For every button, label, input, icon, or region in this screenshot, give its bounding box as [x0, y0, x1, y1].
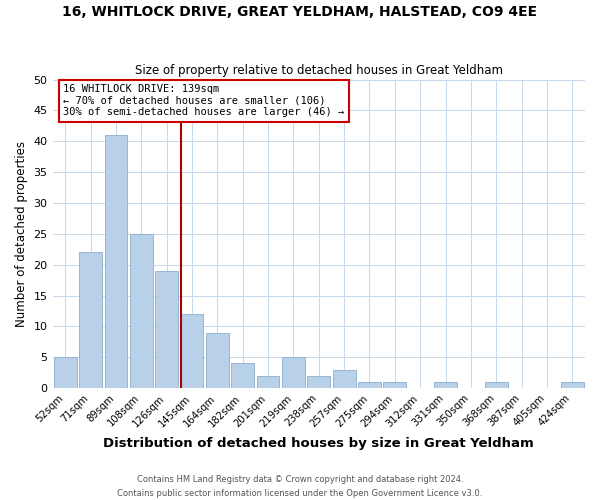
Text: Contains HM Land Registry data © Crown copyright and database right 2024.
Contai: Contains HM Land Registry data © Crown c… [118, 476, 482, 498]
Bar [181, 314, 203, 388]
Bar [282, 358, 305, 388]
Y-axis label: Number of detached properties: Number of detached properties [15, 141, 28, 327]
Text: 16 WHITLOCK DRIVE: 139sqm
← 70% of detached houses are smaller (106)
30% of semi: 16 WHITLOCK DRIVE: 139sqm ← 70% of detac… [63, 84, 344, 117]
Bar [54, 358, 77, 388]
Bar [307, 376, 330, 388]
Bar [383, 382, 406, 388]
Bar [257, 376, 280, 388]
Bar [155, 271, 178, 388]
Bar [434, 382, 457, 388]
Bar [561, 382, 584, 388]
Text: 16, WHITLOCK DRIVE, GREAT YELDHAM, HALSTEAD, CO9 4EE: 16, WHITLOCK DRIVE, GREAT YELDHAM, HALST… [62, 5, 538, 19]
Bar [333, 370, 356, 388]
Bar [104, 135, 127, 388]
Title: Size of property relative to detached houses in Great Yeldham: Size of property relative to detached ho… [135, 64, 503, 77]
Bar [130, 234, 152, 388]
Bar [485, 382, 508, 388]
Bar [358, 382, 381, 388]
Bar [206, 332, 229, 388]
Bar [231, 364, 254, 388]
X-axis label: Distribution of detached houses by size in Great Yeldham: Distribution of detached houses by size … [103, 437, 534, 450]
Bar [79, 252, 102, 388]
